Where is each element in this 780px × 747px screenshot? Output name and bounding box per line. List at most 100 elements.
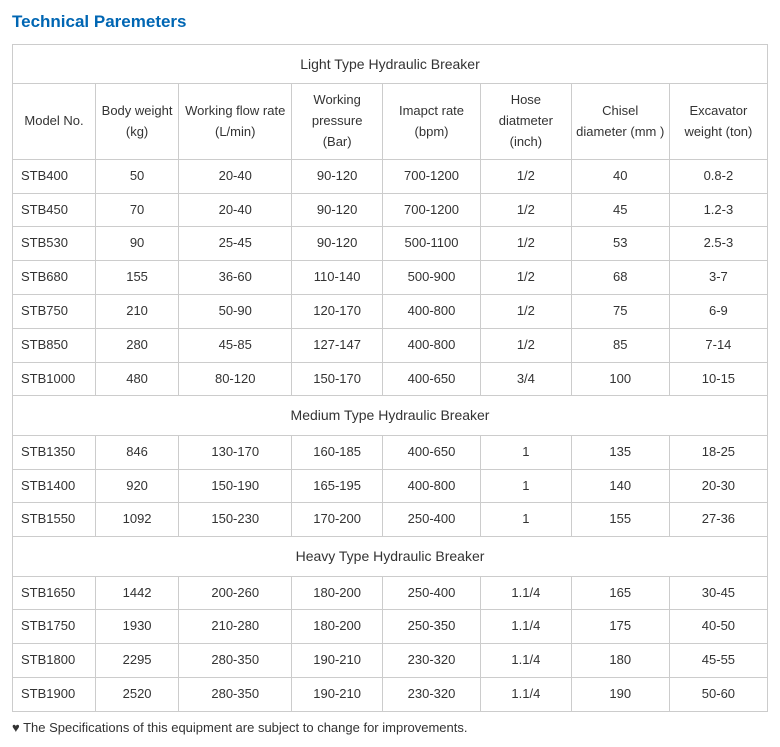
model-cell: STB450 (13, 193, 96, 227)
table-row: STB18002295280-350190-210230-3201.1/4180… (13, 644, 768, 678)
column-header: Hose diatmeter (inch) (481, 84, 572, 159)
model-cell: STB1750 (13, 610, 96, 644)
data-cell: 2.5-3 (669, 227, 767, 261)
data-cell: 30-45 (669, 576, 767, 610)
data-cell: 130-170 (179, 435, 292, 469)
data-cell: 190-210 (292, 644, 383, 678)
data-cell: 53 (571, 227, 669, 261)
data-cell: 180 (571, 644, 669, 678)
data-cell: 280-350 (179, 644, 292, 678)
data-cell: 190 (571, 677, 669, 711)
model-cell: STB1800 (13, 644, 96, 678)
model-cell: STB400 (13, 159, 96, 193)
data-cell: 170-200 (292, 503, 383, 537)
data-cell: 85 (571, 328, 669, 362)
data-cell: 1.1/4 (481, 677, 572, 711)
table-row: STB4507020-4090-120700-12001/2451.2-3 (13, 193, 768, 227)
data-cell: 1442 (96, 576, 179, 610)
model-cell: STB750 (13, 294, 96, 328)
data-cell: 27-36 (669, 503, 767, 537)
data-cell: 45-55 (669, 644, 767, 678)
data-cell: 920 (96, 469, 179, 503)
data-cell: 230-320 (382, 677, 480, 711)
table-row: STB16501442200-260180-200250-4001.1/4165… (13, 576, 768, 610)
data-cell: 175 (571, 610, 669, 644)
model-cell: STB850 (13, 328, 96, 362)
data-cell: 180-200 (292, 576, 383, 610)
data-cell: 90-120 (292, 227, 383, 261)
data-cell: 90-120 (292, 159, 383, 193)
model-cell: STB1400 (13, 469, 96, 503)
data-cell: 110-140 (292, 261, 383, 295)
data-cell: 45 (571, 193, 669, 227)
data-cell: 36-60 (179, 261, 292, 295)
column-header: Imapct rate (bpm) (382, 84, 480, 159)
model-cell: STB1350 (13, 435, 96, 469)
footnote: ♥ The Specifications of this equipment a… (12, 720, 768, 735)
data-cell: 3/4 (481, 362, 572, 396)
data-cell: 400-800 (382, 294, 480, 328)
column-header: Excavator weight (ton) (669, 84, 767, 159)
data-cell: 1092 (96, 503, 179, 537)
spec-table: Light Type Hydraulic BreakerModel No.Bod… (12, 44, 768, 712)
data-cell: 280 (96, 328, 179, 362)
data-cell: 10-15 (669, 362, 767, 396)
table-row: STB1350846130-170160-185400-650113518-25 (13, 435, 768, 469)
data-cell: 140 (571, 469, 669, 503)
section-title: Medium Type Hydraulic Breaker (13, 396, 768, 435)
data-cell: 6-9 (669, 294, 767, 328)
section-title: Light Type Hydraulic Breaker (13, 45, 768, 84)
data-cell: 150-190 (179, 469, 292, 503)
data-cell: 160-185 (292, 435, 383, 469)
data-cell: 135 (571, 435, 669, 469)
data-cell: 45-85 (179, 328, 292, 362)
data-cell: 80-120 (179, 362, 292, 396)
column-header: Working pressure (Bar) (292, 84, 383, 159)
data-cell: 150-170 (292, 362, 383, 396)
data-cell: 846 (96, 435, 179, 469)
data-cell: 190-210 (292, 677, 383, 711)
model-cell: STB680 (13, 261, 96, 295)
data-cell: 1/2 (481, 328, 572, 362)
data-cell: 75 (571, 294, 669, 328)
data-cell: 100 (571, 362, 669, 396)
page-title: Technical Paremeters (12, 12, 768, 32)
data-cell: 1.2-3 (669, 193, 767, 227)
data-cell: 250-400 (382, 576, 480, 610)
data-cell: 7-14 (669, 328, 767, 362)
data-cell: 50-90 (179, 294, 292, 328)
data-cell: 1/2 (481, 193, 572, 227)
data-cell: 1/2 (481, 294, 572, 328)
data-cell: 1/2 (481, 159, 572, 193)
data-cell: 400-800 (382, 469, 480, 503)
table-row: STB100048080-120150-170400-6503/410010-1… (13, 362, 768, 396)
data-cell: 127-147 (292, 328, 383, 362)
data-cell: 500-1100 (382, 227, 480, 261)
data-cell: 230-320 (382, 644, 480, 678)
table-row: STB15501092150-230170-200250-400115527-3… (13, 503, 768, 537)
table-row: STB5309025-4590-120500-11001/2532.5-3 (13, 227, 768, 261)
data-cell: 1.1/4 (481, 576, 572, 610)
data-cell: 400-800 (382, 328, 480, 362)
data-cell: 25-45 (179, 227, 292, 261)
table-row: STB68015536-60110-140500-9001/2683-7 (13, 261, 768, 295)
model-cell: STB1900 (13, 677, 96, 711)
data-cell: 20-40 (179, 193, 292, 227)
data-cell: 150-230 (179, 503, 292, 537)
data-cell: 70 (96, 193, 179, 227)
data-cell: 20-40 (179, 159, 292, 193)
data-cell: 155 (96, 261, 179, 295)
table-row: STB1400920150-190165-195400-800114020-30 (13, 469, 768, 503)
data-cell: 400-650 (382, 435, 480, 469)
data-cell: 180-200 (292, 610, 383, 644)
data-cell: 0.8-2 (669, 159, 767, 193)
data-cell: 68 (571, 261, 669, 295)
data-cell: 120-170 (292, 294, 383, 328)
data-cell: 90 (96, 227, 179, 261)
data-cell: 1 (481, 503, 572, 537)
section-title: Heavy Type Hydraulic Breaker (13, 537, 768, 576)
data-cell: 700-1200 (382, 193, 480, 227)
data-cell: 2520 (96, 677, 179, 711)
column-header: Chisel diameter (mm ) (571, 84, 669, 159)
data-cell: 480 (96, 362, 179, 396)
